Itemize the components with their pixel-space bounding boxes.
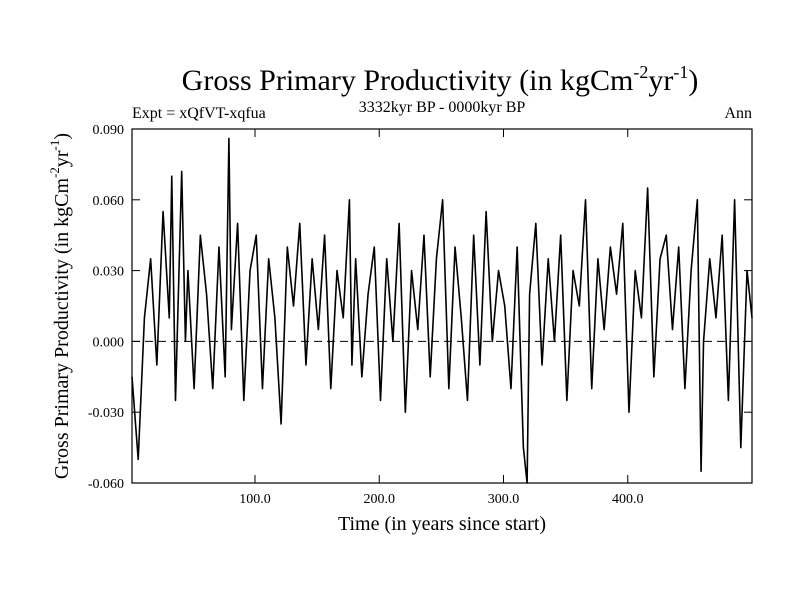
y-axis-label-base: Gross Primary Productivity (in kgCm xyxy=(51,178,73,480)
chart-title-base: Gross Primary Productivity (in kgCm xyxy=(182,64,634,97)
chart-title-sup2: -1 xyxy=(673,62,688,82)
period-label: 3332kyr BP - 0000kyr BP xyxy=(359,99,526,116)
x-tick-label: 100.0 xyxy=(239,492,271,507)
y-tick-label: 0.090 xyxy=(93,123,125,138)
data-series-line xyxy=(131,137,753,484)
y-tick-label: 0.000 xyxy=(93,335,125,350)
chart-title-mid: yr xyxy=(648,64,673,97)
y-axis-label-mid: yr xyxy=(51,150,73,167)
y-tick-label: -0.060 xyxy=(88,477,124,492)
y-tick-label: 0.060 xyxy=(93,194,125,209)
experiment-label: Expt = xQfVT-xqfua xyxy=(132,105,266,122)
y-axis-label: Gross Primary Productivity (in kgCm-2yr-… xyxy=(47,133,73,479)
y-axis-ticks: -0.060 -0.030 0.000 0.030 0.060 0.090 xyxy=(88,123,752,492)
x-axis-label: Time (in years since start) xyxy=(338,513,546,535)
chart-title-sup1: -2 xyxy=(633,62,648,82)
y-axis-label-end: ) xyxy=(51,133,73,140)
x-tick-label: 400.0 xyxy=(612,492,644,507)
chart-title: Gross Primary Productivity (in kgCm-2yr-… xyxy=(182,62,699,97)
y-tick-label: 0.030 xyxy=(93,265,125,280)
y-tick-label: -0.030 xyxy=(88,406,124,421)
plot-frame xyxy=(131,128,753,484)
y-axis-label-sup2: -1 xyxy=(47,140,62,151)
x-tick-label: 300.0 xyxy=(488,492,520,507)
x-axis-ticks: 100.0 200.0 300.0 400.0 xyxy=(239,129,644,507)
chart-title-end: ) xyxy=(688,64,698,97)
x-tick-label: 200.0 xyxy=(364,492,396,507)
season-label: Ann xyxy=(724,105,752,122)
y-axis-label-sup1: -2 xyxy=(47,167,62,178)
